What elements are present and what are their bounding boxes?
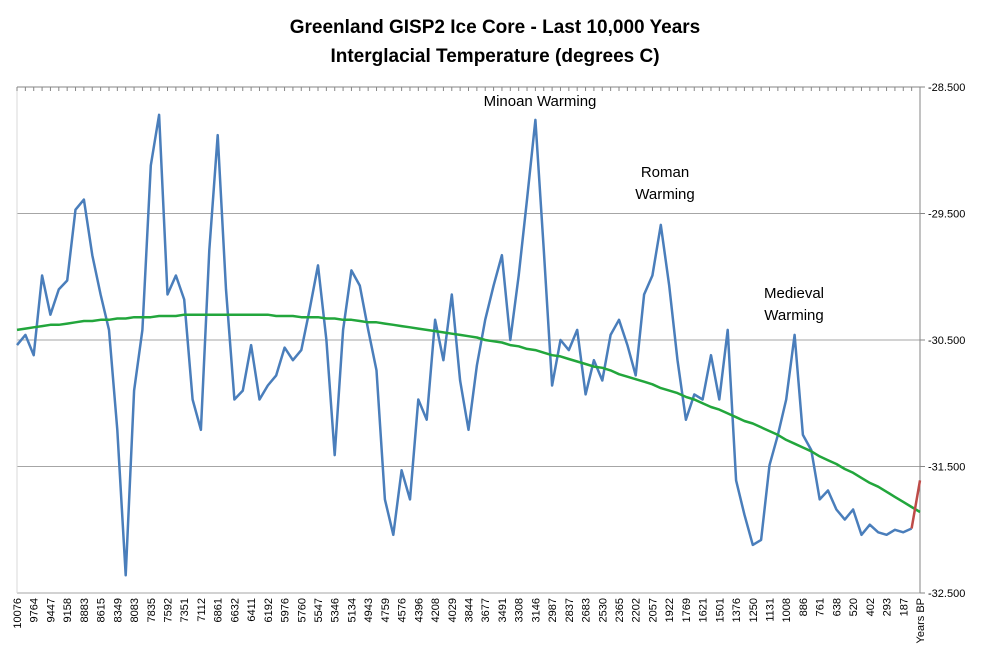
x-tick-label: 7112: [196, 598, 208, 622]
x-tick-label: 9447: [45, 598, 57, 622]
x-tick-label: 5346: [330, 598, 342, 622]
x-tick-label: 402: [865, 598, 877, 616]
x-tick-label: 5976: [280, 598, 292, 622]
x-tick-label: 1250: [748, 598, 760, 622]
annotation: Warming: [635, 186, 694, 203]
x-tick-label: 2837: [564, 598, 576, 622]
x-tick-label: 187: [898, 598, 910, 616]
series-line: [910, 480, 922, 529]
x-tick-label: 3308: [514, 598, 526, 622]
x-tick-label: 2530: [597, 598, 609, 622]
annotation: Minoan Warming: [484, 93, 597, 110]
y-tick-label: -29.500: [928, 209, 965, 221]
x-tick-label: 4029: [447, 598, 459, 622]
x-tick-label: 8883: [79, 598, 91, 622]
chart-title: Greenland GISP2 Ice Core - Last 10,000 Y…: [290, 17, 700, 38]
x-tick-label: 7592: [163, 598, 175, 622]
x-tick-label: 3146: [530, 598, 542, 622]
x-tick-label: 2987: [547, 598, 559, 622]
x-tick-label: 1008: [781, 598, 793, 622]
x-tick-label: 2057: [647, 598, 659, 622]
x-tick-label: 1621: [698, 598, 710, 622]
x-tick-label: 1501: [714, 598, 726, 622]
x-tick-label: 4396: [413, 598, 425, 622]
x-tick-label: 4943: [363, 598, 375, 622]
x-tick-label: 6411: [246, 598, 258, 622]
series-line: [16, 313, 921, 514]
x-tick-label: 8083: [129, 598, 141, 622]
x-tick-label: 5134: [346, 598, 358, 622]
x-tick-label: 5760: [296, 598, 308, 622]
x-tick-label: 520: [848, 598, 860, 616]
x-tick-label: 2365: [614, 598, 626, 622]
x-tick-label: 1376: [731, 598, 743, 622]
x-tick-label: 761: [815, 598, 827, 616]
x-tick-label: 886: [798, 598, 810, 616]
x-tick-label: 8615: [96, 598, 108, 622]
y-tick-label: -32.500: [928, 588, 965, 600]
x-tick-label: 10076: [12, 598, 24, 629]
x-tick-label: 1769: [681, 598, 693, 622]
annotation: Roman: [641, 164, 689, 181]
x-tick-label: Years BP: [915, 598, 927, 643]
x-tick-label: 4208: [430, 598, 442, 622]
x-tick-label: 293: [882, 598, 894, 616]
x-tick-label: 1131: [765, 598, 777, 622]
x-tick-label: 1922: [664, 598, 676, 622]
x-tick-label: 9158: [62, 598, 74, 622]
annotation: Warming: [764, 307, 823, 324]
x-tick-label: 3677: [480, 598, 492, 622]
x-tick-label: 4576: [397, 598, 409, 622]
x-tick-label: 2202: [631, 598, 643, 622]
x-tick-label: 6632: [229, 598, 241, 622]
x-tick-label: 4759: [380, 598, 392, 622]
y-tick-label: -28.500: [928, 82, 965, 94]
x-tick-label: 7835: [146, 598, 158, 622]
x-tick-label: 6192: [263, 598, 275, 622]
annotation: Medieval: [764, 285, 824, 302]
x-tick-label: 5547: [313, 598, 325, 622]
chart-title: Interglacial Temperature (degrees C): [330, 46, 659, 67]
y-tick-label: -31.500: [928, 462, 965, 474]
x-tick-label: 2683: [581, 598, 593, 622]
x-tick-label: 638: [831, 598, 843, 616]
x-tick-label: 3491: [497, 598, 509, 622]
x-tick-label: 9764: [29, 598, 41, 622]
x-tick-label: 3844: [464, 598, 476, 622]
x-tick-label: 8349: [112, 598, 124, 622]
y-tick-label: -30.500: [928, 335, 965, 347]
series-line: [16, 113, 913, 577]
x-tick-label: 6861: [213, 598, 225, 622]
x-tick-label: 7351: [179, 598, 191, 622]
